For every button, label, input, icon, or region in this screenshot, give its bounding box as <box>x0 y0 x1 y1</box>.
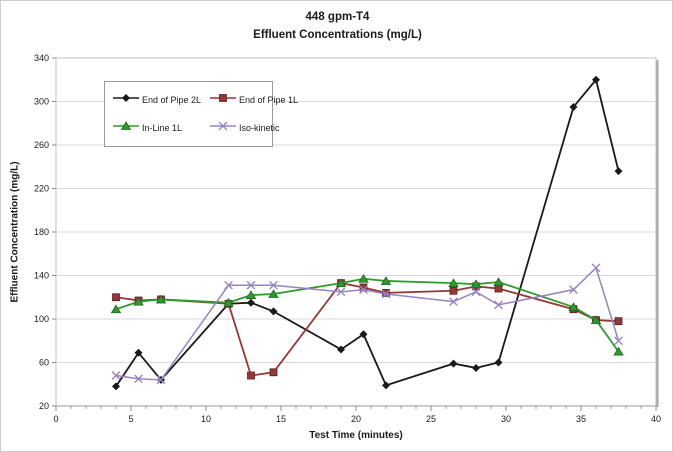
triangle-marker-icon <box>120 121 132 130</box>
diamond-marker-icon <box>382 381 390 390</box>
triangle-marker-icon <box>568 302 579 311</box>
x-tick-label: 40 <box>651 414 661 424</box>
square-marker-icon <box>614 317 623 326</box>
series-in-line-1l <box>110 273 624 356</box>
x-marker-icon <box>381 289 391 299</box>
square-marker-icon <box>359 283 368 292</box>
square-marker-icon <box>209 91 237 109</box>
triangle-marker-icon <box>110 304 122 314</box>
legend-label: End of Pipe 1L <box>239 95 299 105</box>
legend-label: Iso-kinetic <box>239 123 280 133</box>
series-end-of-pipe-2l <box>112 75 623 391</box>
square-marker-icon <box>210 94 236 102</box>
y-tick-label: 100 <box>34 314 49 324</box>
x-marker-icon <box>614 336 623 345</box>
diamond-marker-icon <box>122 94 130 102</box>
diamond-marker-icon <box>112 382 120 391</box>
y-tick-label: 20 <box>39 401 49 411</box>
triangle-marker-icon <box>113 121 139 130</box>
chart-subtitle: Effluent Concentrations (mg/L) <box>253 29 422 41</box>
legend: End of Pipe 2L End of Pipe 1L In-Line 1L… <box>104 81 298 147</box>
x-marker-icon <box>269 281 278 290</box>
diamond-marker-icon <box>113 94 139 102</box>
diamond-marker-icon <box>269 307 278 316</box>
x-tick-label: 5 <box>128 414 133 424</box>
triangle-marker-icon <box>155 294 167 304</box>
x-marker-icon <box>494 300 503 310</box>
x-marker-icon <box>471 287 481 297</box>
square-marker-icon <box>449 286 458 295</box>
square-marker-icon <box>219 94 227 102</box>
chart-title-block: 448 gpm-T4 Effluent Concentrations (mg/L… <box>1 8 672 44</box>
x-marker-icon <box>449 297 458 306</box>
x-tick-label: 10 <box>201 414 211 424</box>
y-tick-label: 220 <box>34 184 49 194</box>
diamond-marker-icon <box>592 75 600 84</box>
x-tick-label: 25 <box>426 414 436 424</box>
square-marker-icon <box>494 284 503 293</box>
x-marker-icon <box>134 374 143 384</box>
x-marker-icon <box>218 121 228 131</box>
x-tick-label: 20 <box>351 414 361 424</box>
x-marker-icon <box>156 375 166 385</box>
y-tick-label: 180 <box>34 227 49 237</box>
legend-entry-iso-kinetic: Iso-kinetic <box>209 119 298 137</box>
square-marker-icon <box>112 293 120 302</box>
triangle-marker-icon <box>470 279 482 289</box>
diamond-marker-icon <box>359 330 368 339</box>
triangle-marker-icon <box>590 315 602 324</box>
triangle-marker-icon <box>380 276 392 285</box>
triangle-marker-icon <box>223 297 234 307</box>
triangle-marker-icon <box>448 278 459 288</box>
x-marker-icon <box>591 263 601 273</box>
y-tick-label: 140 <box>34 271 49 281</box>
x-marker-icon <box>246 281 256 290</box>
legend-label: In-Line 1L <box>142 123 183 133</box>
square-marker-icon <box>247 371 255 380</box>
series-iso-kinetic <box>111 263 623 385</box>
diamond-marker-icon <box>472 363 480 372</box>
diamond-marker-icon <box>247 298 255 307</box>
triangle-marker-icon <box>493 277 504 286</box>
x-marker-icon <box>111 371 121 380</box>
chart-title: 448 gpm-T4 <box>305 11 370 23</box>
diamond-marker-icon <box>569 102 578 111</box>
x-marker-icon <box>210 121 236 131</box>
diamond-marker-icon <box>494 358 503 367</box>
triangle-marker-icon <box>335 278 347 288</box>
diamond-marker-icon <box>112 91 140 109</box>
y-tick-label: 260 <box>34 140 49 150</box>
triangle-marker-icon <box>268 289 279 298</box>
y-tick-label: 60 <box>39 358 49 368</box>
diamond-marker-icon <box>134 348 143 357</box>
legend-entry-end-of-pipe-1l: End of Pipe 1L <box>209 91 298 109</box>
diamond-marker-icon <box>337 345 345 354</box>
y-tick-label: 340 <box>34 53 49 63</box>
x-marker-icon <box>224 281 233 290</box>
x-marker-icon <box>336 287 346 297</box>
legend-entry-end-of-pipe-2l: End of Pipe 2L <box>112 91 209 109</box>
triangle-marker-icon <box>112 119 140 137</box>
x-tick-label: 35 <box>576 414 586 424</box>
triangle-marker-icon <box>613 346 624 356</box>
triangle-marker-icon <box>245 290 257 299</box>
x-axis-title: Test Time (minutes) <box>309 430 403 441</box>
x-marker-icon <box>359 285 368 294</box>
diamond-marker-icon <box>614 167 623 176</box>
square-marker-icon <box>269 368 278 377</box>
x-marker-icon <box>209 119 237 137</box>
series-end-of-pipe-1l <box>112 279 623 380</box>
legend-label: End of Pipe 2L <box>142 95 202 105</box>
legend-entry-in-line-1l: In-Line 1L <box>112 119 209 137</box>
y-tick-label: 300 <box>34 97 49 107</box>
x-tick-label: 15 <box>276 414 286 424</box>
diamond-marker-icon <box>449 359 458 368</box>
x-tick-label: 30 <box>501 414 511 424</box>
x-tick-label: 0 <box>53 414 58 424</box>
x-marker-icon <box>569 285 578 294</box>
triangle-marker-icon <box>133 296 144 306</box>
triangle-marker-icon <box>358 273 369 283</box>
